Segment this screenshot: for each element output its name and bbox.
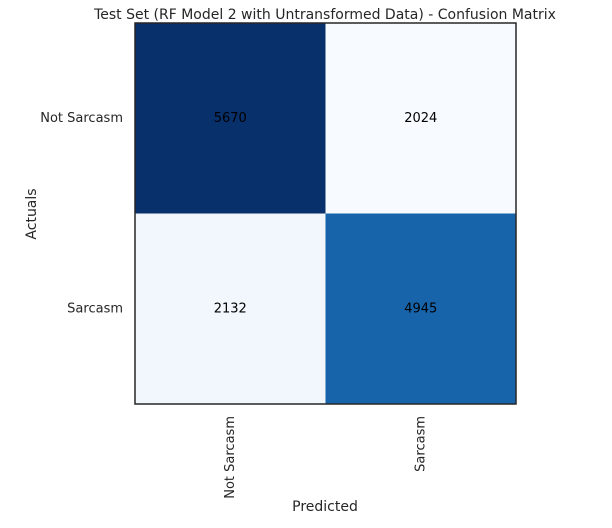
y-tick-labels: Not Sarcasm Sarcasm — [40, 111, 123, 317]
x-tick-labels: Not Sarcasm Sarcasm — [223, 416, 429, 499]
cell-value-labels: 5670 2024 2132 4945 — [214, 111, 438, 317]
cell-value-label: 2132 — [214, 301, 247, 316]
chart-title: Test Set (RF Model 2 with Untransformed … — [93, 7, 556, 23]
heatmap-cell — [135, 23, 326, 214]
x-tick-label: Sarcasm — [413, 416, 428, 472]
heatmap-cell — [135, 213, 326, 405]
y-tick-label: Not Sarcasm — [40, 111, 123, 126]
heatmap-cell — [325, 213, 517, 405]
heatmap-cell — [325, 23, 517, 214]
heatmap-cells — [135, 23, 517, 405]
plot-frame — [134, 22, 517, 405]
x-tick-label: Not Sarcasm — [223, 416, 238, 499]
y-tick-label: Sarcasm — [67, 301, 123, 316]
cell-value-label: 4945 — [404, 301, 437, 316]
y-axis-label: Actuals — [24, 188, 40, 239]
x-axis-label: Predicted — [292, 499, 358, 515]
cell-value-label: 2024 — [404, 111, 437, 126]
cell-value-label: 5670 — [214, 111, 247, 126]
